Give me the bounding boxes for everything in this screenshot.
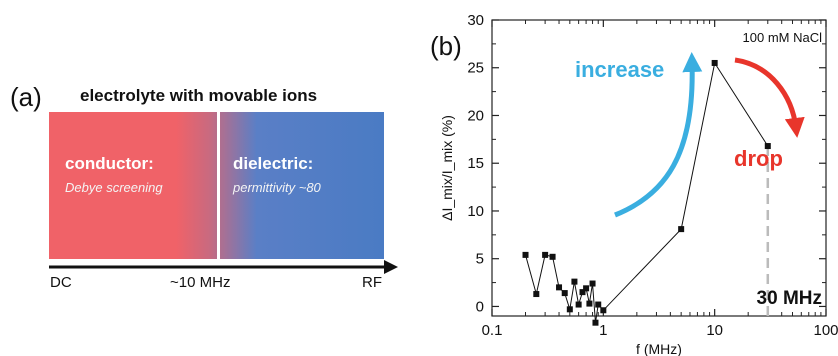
axis-label-dc: DC xyxy=(50,274,72,291)
plot-frame xyxy=(491,19,827,317)
conductor-heading: conductor: xyxy=(65,154,154,173)
data-point xyxy=(542,251,549,258)
x-tick-label: 10 xyxy=(706,322,723,339)
data-point xyxy=(589,280,596,287)
increase-label: increase xyxy=(575,57,664,82)
axis-label-10mhz: ~10 MHz xyxy=(170,274,231,291)
y-tick-label: 5 xyxy=(476,251,484,268)
axis-label-rf: RF xyxy=(362,274,382,291)
data-point xyxy=(600,307,607,314)
data-point xyxy=(533,291,540,298)
data-point xyxy=(586,300,593,307)
y-axis-label: ΔI_mix/I_mix (%) xyxy=(439,115,455,221)
data-point xyxy=(678,226,685,233)
data-point xyxy=(522,251,529,258)
data-point xyxy=(579,289,586,296)
crossover-divider xyxy=(217,112,220,259)
frequency-axis-arrowhead xyxy=(384,260,398,274)
data-point xyxy=(592,319,599,326)
dielectric-heading: dielectric: xyxy=(233,154,314,173)
data-point xyxy=(711,59,718,66)
x-axis-label: f (MHz) xyxy=(636,341,682,356)
data-point xyxy=(575,301,582,308)
data-point xyxy=(561,290,568,297)
drop-label: drop xyxy=(734,146,783,171)
marker-line-label: 30 MHz xyxy=(757,288,822,309)
panel-a-title: electrolyte with movable ions xyxy=(80,86,318,105)
data-point xyxy=(571,278,578,285)
dielectric-detail: permittivity ~80 xyxy=(233,180,321,195)
y-tick-label: 10 xyxy=(467,203,484,220)
panel-a: (a) electrolyte with movable ions conduc… xyxy=(0,0,410,356)
conductor-detail: Debye screening xyxy=(65,180,163,195)
data-point xyxy=(764,143,771,150)
data-point xyxy=(595,301,602,308)
concentration-annotation: 100 mM NaCl xyxy=(743,30,823,45)
y-tick-label: 30 xyxy=(467,12,484,29)
drop-arrow xyxy=(734,57,805,138)
increase-arrow xyxy=(614,52,703,218)
panel-b-label: (b) xyxy=(430,31,462,61)
data-point xyxy=(566,306,573,313)
y-tick-label: 15 xyxy=(467,155,484,172)
series-line xyxy=(525,61,769,323)
y-tick-label: 20 xyxy=(467,107,484,124)
data-point xyxy=(556,284,563,291)
x-tick-label: 0.1 xyxy=(482,322,503,339)
panel-b-chart: (b) 0.1 1 10 100 0 5 10 15 20 25 30 f (MHz) ΔI_mix/I… xyxy=(430,12,838,356)
x-tick-label: 1 xyxy=(599,322,607,339)
panel-a-label: (a) xyxy=(10,82,42,112)
y-tick-label: 25 xyxy=(467,60,484,77)
y-tick-label: 0 xyxy=(476,298,484,315)
data-point xyxy=(549,253,556,260)
conductor-dielectric-gradient xyxy=(49,112,384,259)
frequency-axis xyxy=(49,260,398,274)
x-tick-label: 100 xyxy=(813,322,838,339)
data-point xyxy=(583,285,590,292)
